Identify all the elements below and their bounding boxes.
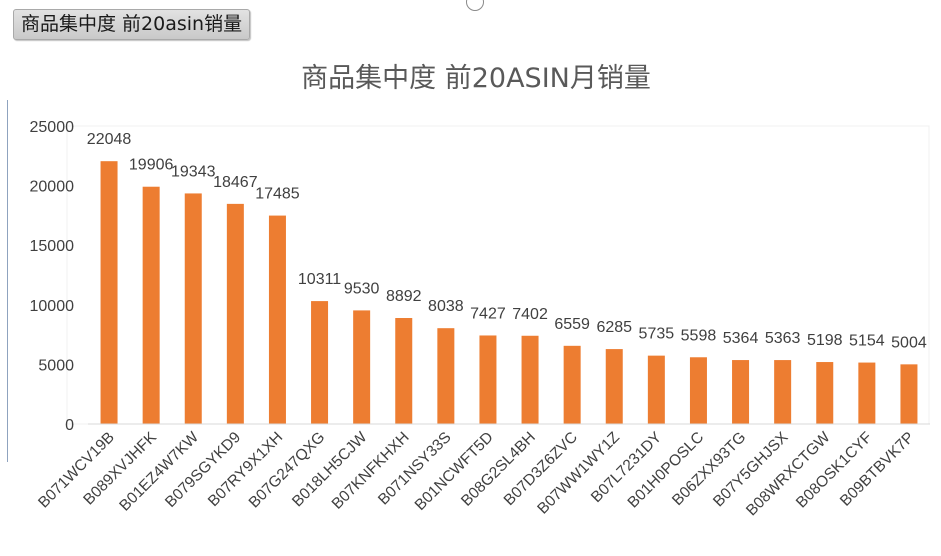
y-axis: 0 5000 10000 15000 20000 25000 (30, 119, 75, 434)
x-tick-label: B07Y5GHJSX (710, 428, 792, 510)
sheet-tab[interactable]: 商品集中度 前20asin销量 (13, 9, 251, 40)
data-label: 5735 (639, 326, 675, 343)
y-tick-label: 0 (65, 417, 74, 434)
data-label: 5154 (849, 333, 885, 350)
data-label: 18467 (213, 174, 258, 191)
x-tick-label: B018LH5CJW (289, 429, 371, 511)
data-label: 5363 (765, 330, 801, 347)
bar (353, 310, 371, 424)
data-label: 7427 (470, 305, 506, 322)
y-tick-label: 20000 (30, 179, 75, 196)
bar (900, 364, 918, 424)
data-label: 5364 (723, 330, 759, 347)
data-label: 5598 (681, 327, 717, 344)
bar (142, 186, 160, 424)
data-label: 8038 (428, 298, 464, 315)
y-tick-label: 10000 (30, 298, 75, 315)
bar (521, 335, 539, 424)
x-tick-label: B07RY9X1XH (205, 429, 286, 510)
data-label: 9530 (344, 280, 380, 297)
bar (395, 318, 413, 424)
x-tick-label: B07D3Z6ZVC (501, 429, 581, 509)
data-label: 10311 (298, 271, 341, 288)
bar (437, 328, 455, 424)
bar-series (100, 161, 918, 424)
y-tick-label: 15000 (30, 238, 75, 255)
data-label: 17485 (255, 186, 300, 203)
y-tick-label: 25000 (30, 119, 75, 136)
data-label: 19906 (129, 157, 174, 174)
x-tick-label: B08G2SL4BH (458, 429, 539, 510)
bar (647, 355, 665, 424)
data-label: 5198 (807, 332, 843, 349)
bar (816, 362, 834, 424)
x-tick-label: B089XVJHFK (80, 428, 160, 508)
bar (732, 360, 750, 424)
bar (226, 203, 244, 424)
y-tick-label: 5000 (38, 357, 74, 374)
x-axis: B071WCV19BB089XVJHFKB01EZ4W7KWB079SGYKD9… (35, 423, 930, 519)
x-tick-label: B071NSY33S (375, 429, 455, 509)
bar (605, 349, 623, 424)
bar (268, 215, 286, 424)
x-tick-label: B09BTBVK7P (837, 429, 918, 510)
data-label: 8892 (386, 288, 422, 305)
bar (858, 362, 876, 424)
x-tick-label: B06ZXX93TG (669, 429, 749, 509)
data-label: 5004 (891, 334, 927, 351)
data-label: 6559 (554, 316, 590, 333)
chart-frame-edge (7, 100, 8, 462)
bar (311, 301, 329, 424)
chart-title: 商品集中度 前20ASIN月销量 (301, 63, 651, 94)
data-label: 7402 (512, 306, 548, 323)
bar (689, 357, 707, 424)
bar (184, 193, 202, 424)
data-label: 19343 (171, 163, 216, 180)
bar (100, 161, 118, 424)
data-label: 6285 (596, 319, 632, 336)
bar (479, 335, 497, 424)
data-label: 22048 (87, 131, 132, 148)
bar (563, 345, 581, 424)
bar (774, 360, 792, 424)
